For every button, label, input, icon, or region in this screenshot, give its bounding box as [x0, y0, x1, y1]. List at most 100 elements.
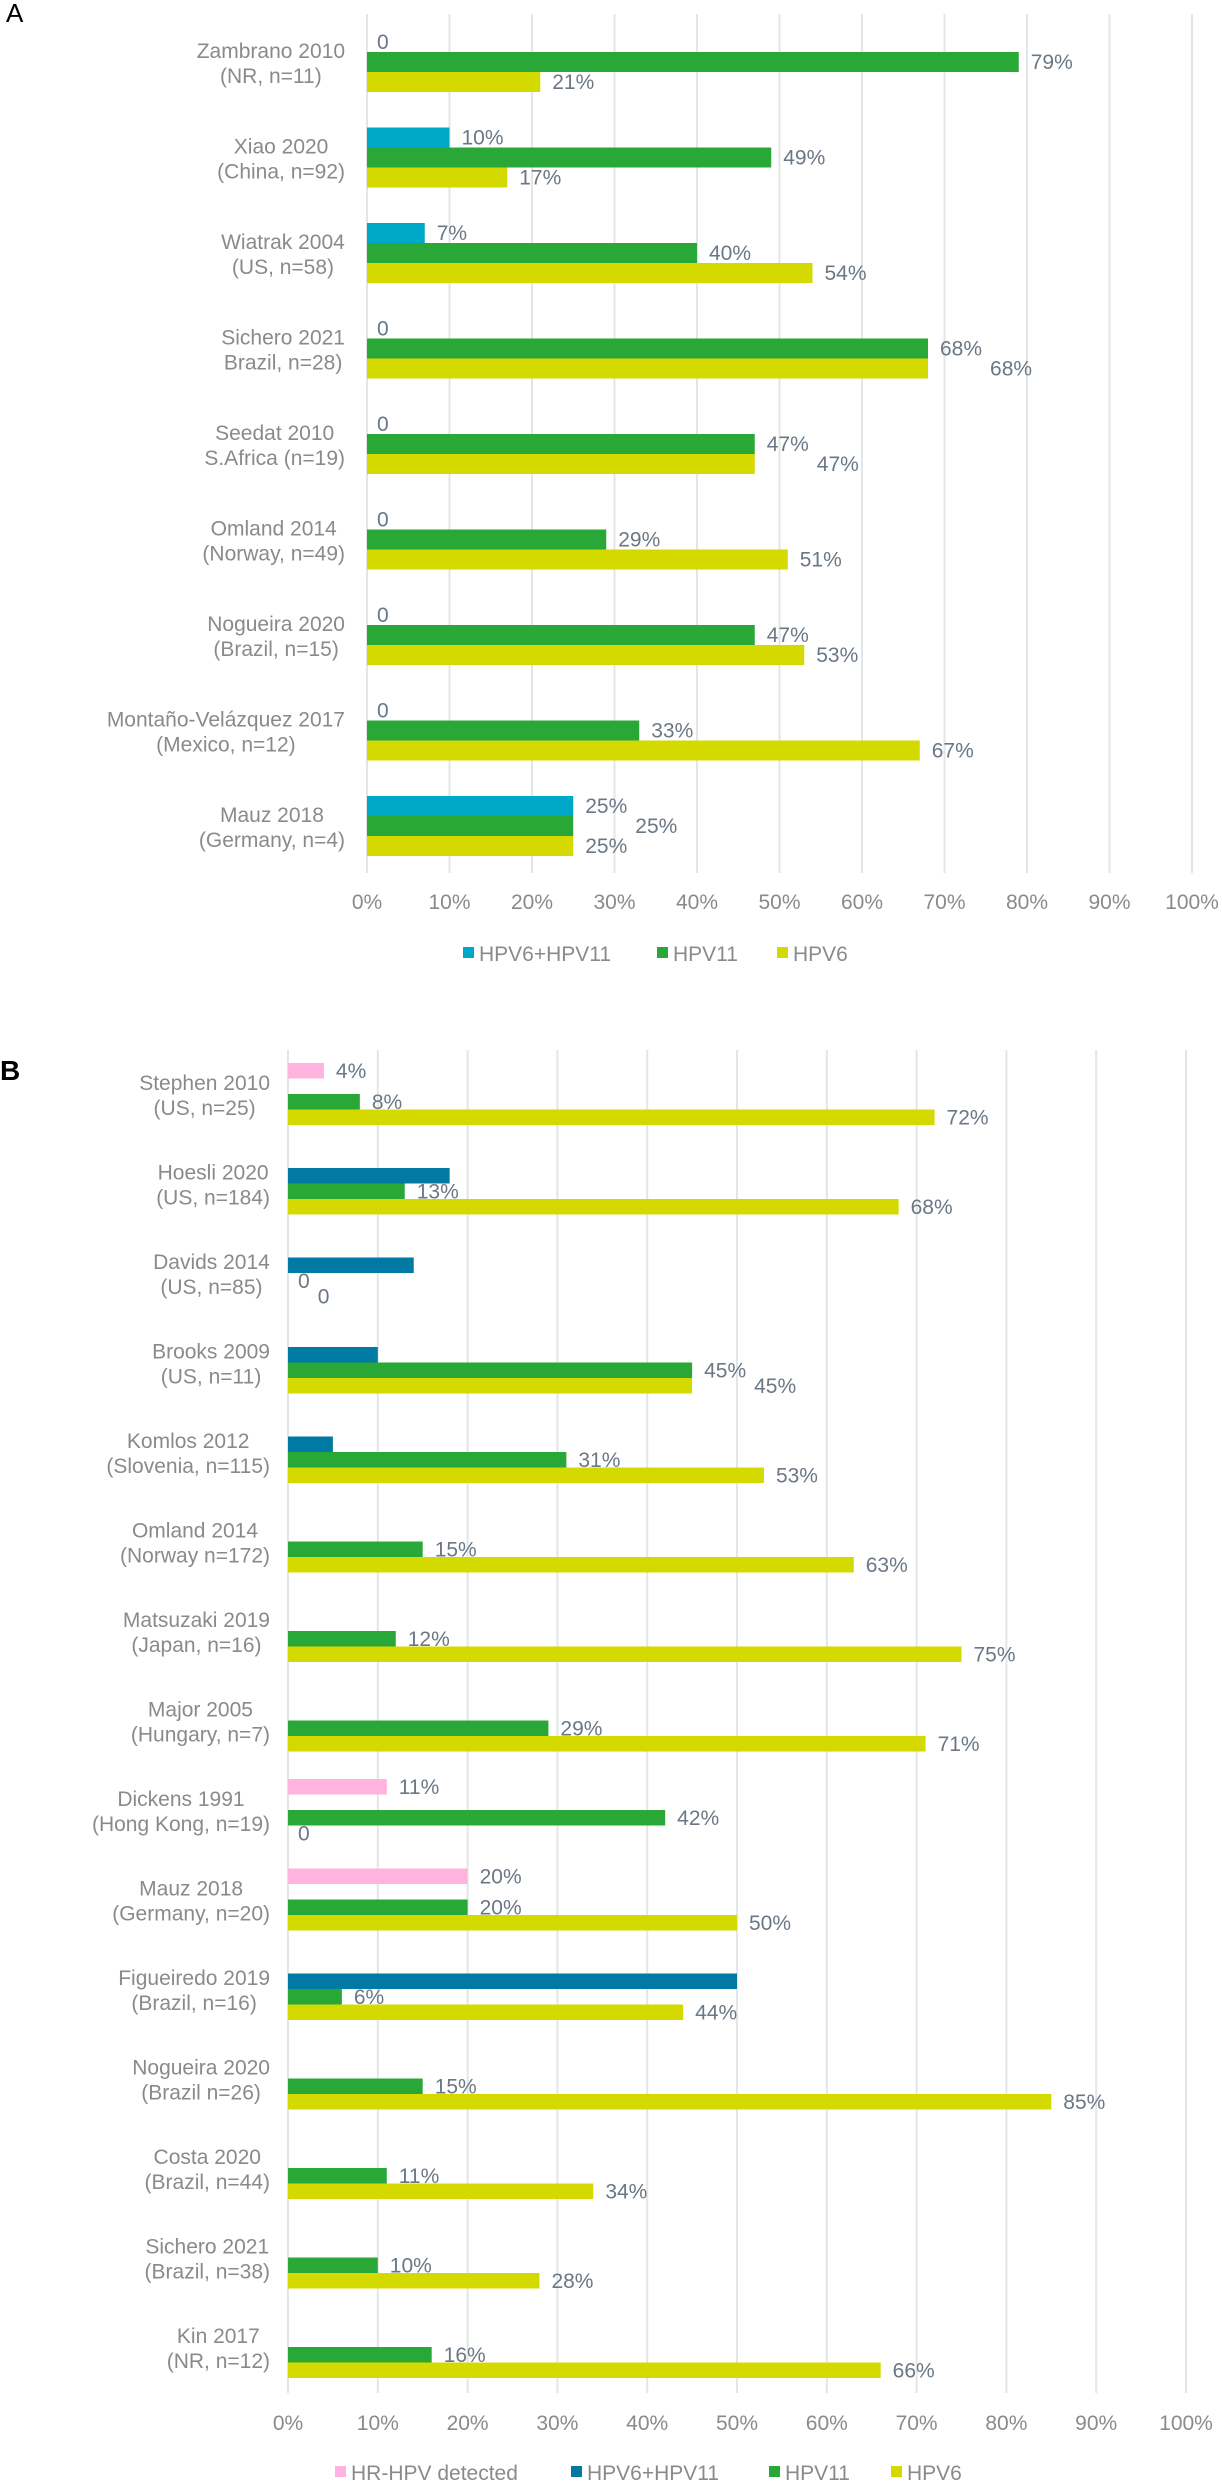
bar-hpv6	[367, 836, 574, 856]
category-label: Mauz 2018 (Germany, n=4)	[199, 804, 345, 852]
x-tick-label: 40%	[626, 2412, 668, 2435]
data-label-hpv11: 6%	[354, 1986, 384, 2009]
legend-swatch-hpv6	[777, 947, 788, 958]
bar-hpv6	[367, 72, 541, 92]
x-tick-label: 50%	[758, 891, 800, 914]
data-label-hpv6-hpv11: 10%	[462, 127, 504, 150]
data-label-hpv11: 11%	[399, 2165, 439, 2188]
data-label-hpv6: 45%	[754, 1375, 796, 1398]
x-tick-label: 20%	[447, 2412, 489, 2435]
category-label: Zambrano 2010 (NR, n=11)	[197, 40, 345, 88]
bar-hpv11	[288, 2257, 378, 2273]
category-label: Matsuzaki 2019 (Japan, n=16)	[123, 1609, 270, 1657]
data-label-hpv11: 8%	[372, 1091, 402, 1114]
data-label-hpv11: 40%	[709, 242, 751, 265]
category-label: Sichero 2021 (Brazil, n=38)	[145, 2236, 270, 2284]
x-tick-label: 60%	[806, 2412, 848, 2435]
bar-hpv11	[367, 243, 697, 263]
x-tick-label: 50%	[716, 2412, 758, 2435]
legend-label-hpv11: HPV11	[673, 943, 738, 966]
bar-hpv11	[367, 720, 640, 741]
bar-hpv6	[288, 1736, 926, 1752]
bar-hpv6	[288, 1915, 737, 1931]
data-label-hr-hpv-detected: 11%	[399, 1776, 439, 1799]
data-label-hpv6: 63%	[866, 1554, 908, 1577]
bar-hpv11	[367, 147, 772, 168]
bar-hpv11	[367, 434, 755, 454]
data-label-hpv6-hpv11: 25%	[585, 795, 627, 818]
data-label-hpv11: 31%	[578, 1449, 620, 1472]
bar-hpv11	[367, 529, 607, 550]
chart-b: 0% 10% 20% 30% 40% 50% 60% 70% 80% 90% 100% Stephen…	[92, 1050, 1213, 2481]
bar-hpv6	[288, 1646, 962, 1662]
data-label-hpv11: 0	[298, 1270, 310, 1293]
data-label-hpv11: 49%	[783, 147, 825, 170]
bar-hpv6-hpv11	[367, 796, 574, 816]
x-tick-label: 30%	[536, 2412, 578, 2435]
data-label-hpv6: 28%	[551, 2270, 593, 2293]
x-tick-label: 70%	[896, 2412, 938, 2435]
data-label-hpv11: 47%	[767, 433, 809, 456]
data-label-hpv6: 85%	[1063, 2091, 1105, 2114]
chart-a: 0% 10% 20% 30% 40% 50% 60% 70% 80% 90% 100% Zambran…	[107, 14, 1219, 966]
legend-swatch-hpv6	[891, 2466, 902, 2477]
data-label-hpv6: 44%	[695, 2001, 737, 2024]
data-label-hpv6: 67%	[932, 740, 974, 763]
bar-hpv11	[288, 2347, 432, 2363]
x-tick-label: 100%	[1165, 891, 1219, 914]
legend-label-hr-hpv-detected: HR-HPV detected	[351, 2462, 518, 2481]
category-label: Omland 2014 (Norway n=172)	[120, 1520, 270, 1568]
bar-hpv6	[288, 1467, 764, 1483]
legend-label-hpv6: HPV6	[907, 2462, 962, 2481]
category-label: Kin 2017 (NR, n=12)	[167, 2325, 270, 2373]
category-label: Davids 2014 (US, n=85)	[153, 1251, 270, 1299]
x-tick-label: 10%	[357, 2412, 399, 2435]
x-tick-label: 20%	[511, 891, 553, 914]
data-label-hpv11: 13%	[417, 1180, 459, 1203]
category-label: Figueiredo 2019 (Brazil, n=16)	[118, 1967, 270, 2015]
data-label-hpv11: 25%	[635, 815, 677, 838]
data-label-hpv6: 53%	[776, 1464, 818, 1487]
legend-label-hpv6-hpv11: HPV6+HPV11	[587, 2462, 719, 2481]
bar-hpv11	[288, 2168, 387, 2184]
bar-hpv6	[367, 358, 928, 379]
data-label-hpv6: 50%	[749, 1912, 791, 1935]
bar-hpv6-hpv11	[367, 223, 425, 243]
bar-hpv6-hpv11	[288, 1436, 333, 1452]
data-label-hpv6: 54%	[825, 262, 867, 285]
bar-hpv11	[367, 52, 1019, 72]
data-label-hpv6: 21%	[552, 71, 594, 94]
category-label: Costa 2020 (Brazil, n=44)	[145, 2146, 270, 2194]
data-label-hpv6-hpv11: 0	[377, 318, 389, 341]
bar-hpv11	[367, 338, 928, 359]
data-label-hpv11: 33%	[651, 720, 693, 743]
bar-hpv6-hpv11	[288, 1347, 378, 1363]
bar-hpv11	[288, 1452, 567, 1468]
bar-hpv6	[288, 2273, 540, 2289]
bar-hpv6-hpv11	[288, 1973, 737, 1989]
panel-letter-a: A	[6, 0, 24, 28]
bar-hpv6-hpv11	[367, 127, 450, 148]
data-label-hpv11: 15%	[435, 1538, 477, 1561]
bar-hpv6	[367, 454, 755, 474]
data-label-hpv11: 79%	[1031, 51, 1073, 74]
bar-hpv11	[367, 625, 755, 645]
bar-hr-hpv-detected	[288, 1868, 468, 1884]
legend-swatch-hpv6-hpv11	[463, 947, 474, 958]
data-label-hpv11: 12%	[408, 1628, 450, 1651]
category-label: Sichero 2021 Brazil, n=28)	[221, 327, 345, 375]
data-label-hpv6: 34%	[605, 2180, 647, 2203]
data-label-hpv11: 42%	[677, 1807, 719, 1830]
data-label-hpv11: 47%	[767, 624, 809, 647]
data-label-hpv11: 45%	[704, 1359, 746, 1382]
data-label-hpv6: 0	[318, 1285, 330, 1308]
bar-hpv6	[288, 2183, 594, 2199]
category-label: Dickens 1991 (Hong Kong, n=19)	[92, 1788, 270, 1836]
data-label-hpv6-hpv11: 0	[377, 509, 389, 532]
category-label: Komlos 2012 (Slovenia, n=115)	[106, 1430, 270, 1478]
bar-hpv6	[288, 1199, 899, 1215]
data-label-hpv6: 75%	[974, 1643, 1016, 1666]
x-tick-label: 80%	[985, 2412, 1027, 2435]
bar-hpv6	[367, 645, 805, 665]
category-label: Brooks 2009 (US, n=11)	[152, 1341, 270, 1389]
